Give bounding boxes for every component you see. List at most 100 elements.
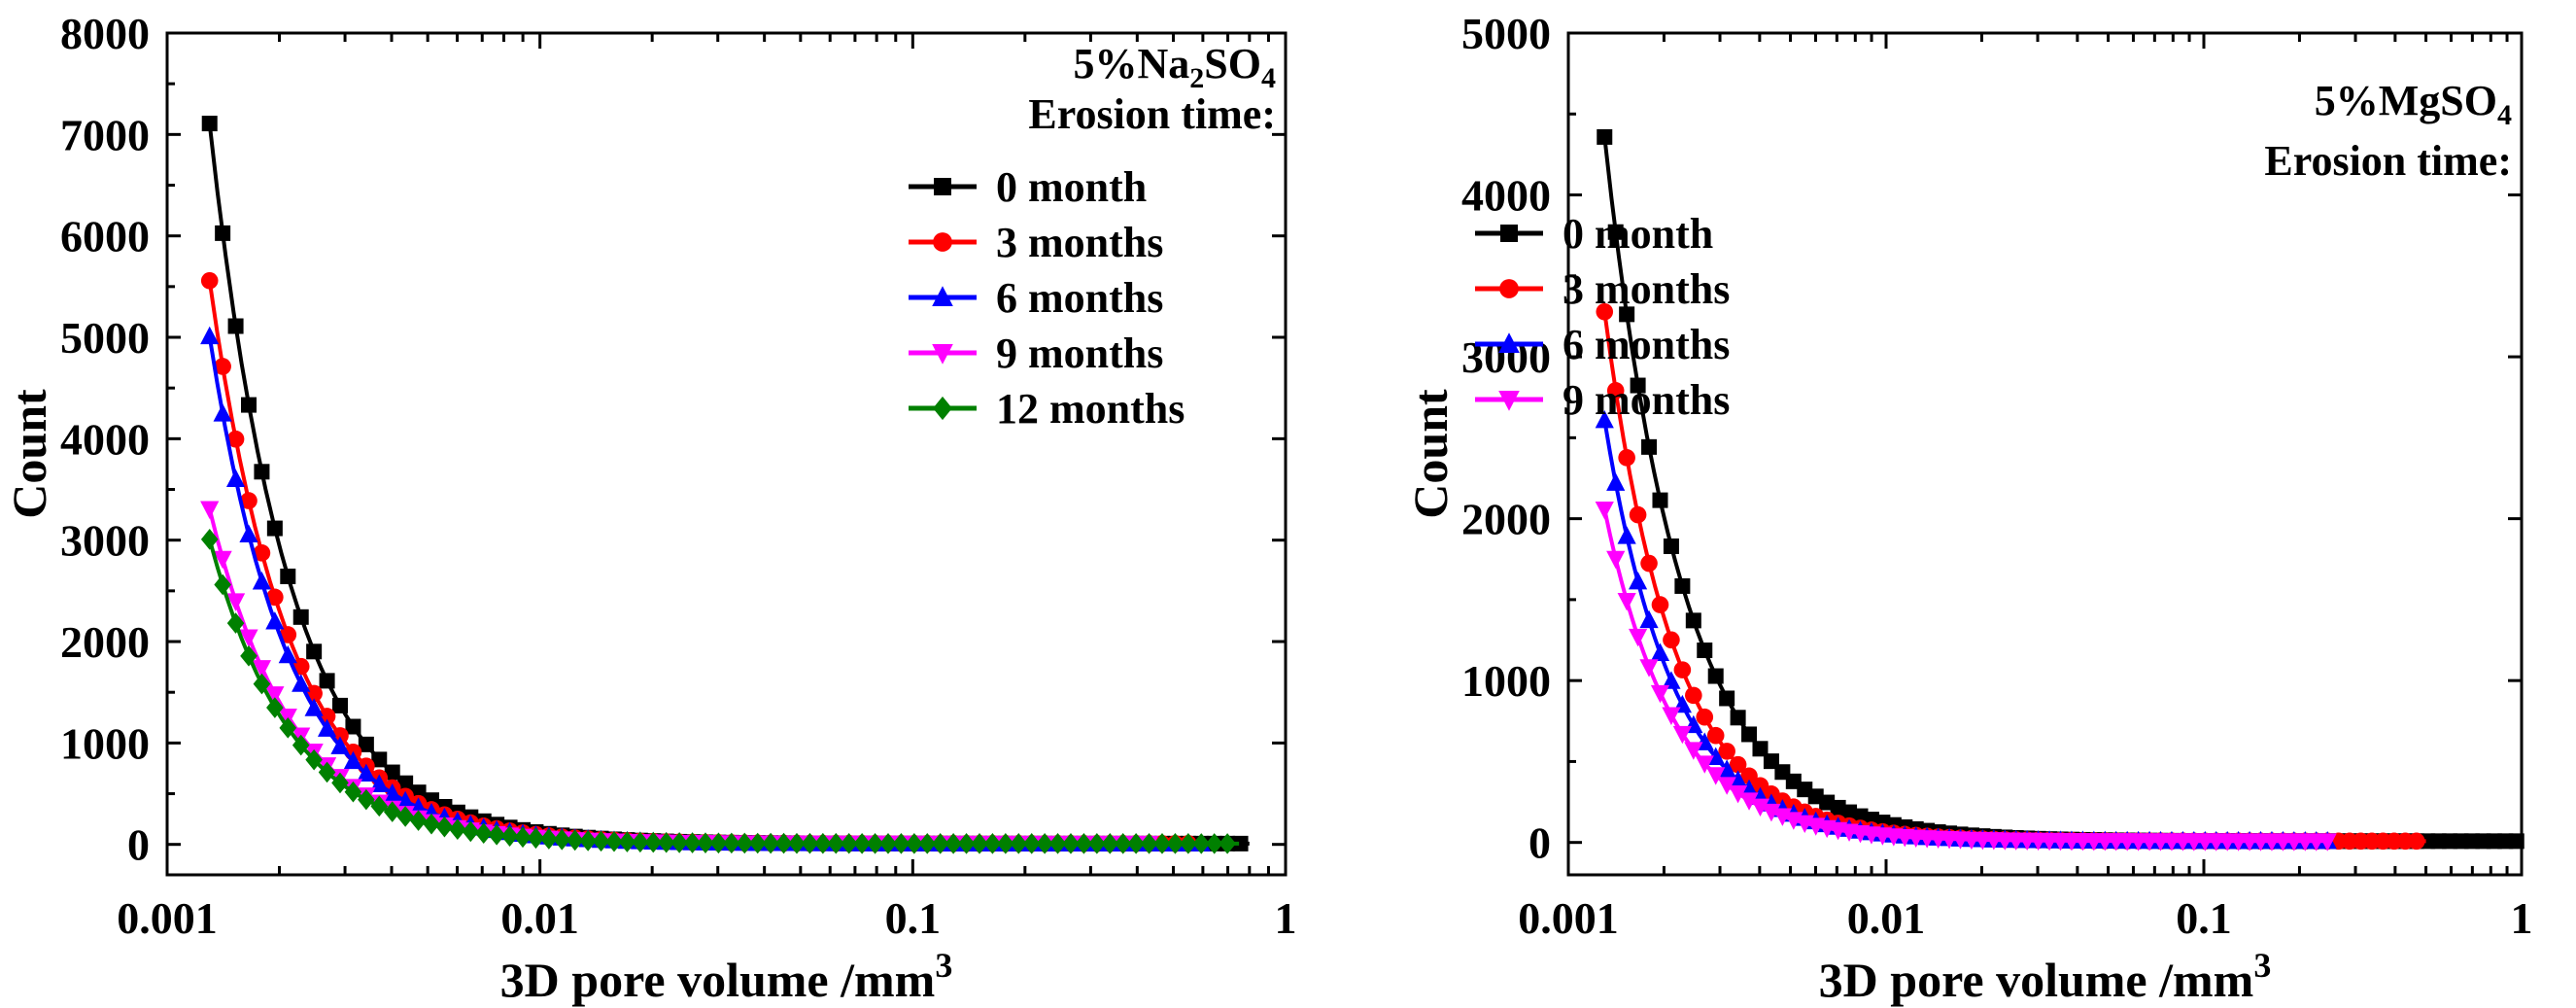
data-point	[2508, 833, 2524, 850]
data-point	[1750, 798, 1770, 817]
data-point	[931, 833, 949, 854]
legend-marker	[1498, 332, 1520, 353]
legend-entry: 3 months	[1475, 265, 1730, 313]
data-point	[1641, 438, 1658, 455]
x-tick-label: 0.1	[885, 893, 942, 943]
data-point	[1685, 686, 1702, 705]
data-point	[1663, 631, 1680, 649]
data-point	[278, 644, 297, 664]
data-point	[1618, 449, 1635, 467]
data-point	[632, 831, 649, 853]
data-point	[200, 529, 219, 550]
data-point	[253, 544, 271, 562]
data-point	[1662, 671, 1681, 689]
data-point	[265, 611, 285, 630]
data-point	[1232, 835, 1249, 852]
data-point	[814, 832, 832, 854]
data-point	[1166, 833, 1185, 854]
legend-title: 5%MgSO4	[2315, 77, 2512, 131]
data-point	[1697, 643, 1713, 659]
legend-label: 3 months	[1563, 265, 1730, 313]
x-axis-label: 3D pore volume /mm3	[500, 946, 953, 1007]
data-point	[1628, 628, 1648, 647]
data-point	[1617, 593, 1636, 611]
legend-label: 6 months	[996, 274, 1163, 322]
data-point	[906, 833, 923, 854]
data-point	[371, 751, 388, 768]
data-point	[240, 492, 258, 509]
y-tick-label: 3000	[60, 516, 150, 566]
data-point	[1640, 554, 1658, 573]
data-point	[331, 772, 349, 794]
data-point	[226, 612, 245, 634]
series-6-months	[1595, 409, 2337, 850]
data-point	[1639, 609, 1659, 629]
legend-subtitle: Erosion time:	[2264, 137, 2512, 185]
y-tick-label: 8000	[60, 9, 150, 58]
data-point	[200, 501, 220, 519]
data-point	[866, 832, 884, 854]
y-tick-label: 4000	[1461, 171, 1551, 221]
data-point	[723, 832, 740, 854]
data-point	[1650, 643, 1670, 661]
data-point	[1639, 659, 1659, 678]
data-point	[774, 832, 793, 854]
data-point	[396, 806, 414, 827]
data-point	[957, 833, 976, 854]
series-9-months	[200, 501, 1159, 854]
y-tick-label: 7000	[60, 110, 150, 159]
data-point	[1606, 472, 1626, 491]
data-point	[292, 608, 309, 625]
data-point	[252, 572, 272, 590]
data-point	[1728, 785, 1748, 804]
data-point	[1153, 833, 1171, 854]
legend-entry: 9 months	[909, 330, 1163, 377]
data-point	[358, 736, 374, 752]
data-point	[1662, 707, 1681, 725]
data-point	[1595, 501, 1614, 520]
legend-marker	[932, 344, 953, 365]
data-point	[1674, 577, 1691, 594]
legend-entry: 3 months	[909, 219, 1163, 266]
data-point	[540, 828, 558, 850]
data-point	[592, 830, 610, 852]
data-point	[1740, 767, 1758, 785]
legend-label: 9 months	[996, 330, 1163, 377]
data-point	[345, 718, 361, 735]
data-point	[200, 271, 219, 290]
legend-marker	[1498, 391, 1520, 411]
data-point	[514, 826, 532, 849]
y-tick-label: 5000	[60, 313, 150, 363]
data-point	[474, 822, 493, 845]
data-point	[370, 795, 389, 817]
series-0-month	[1597, 128, 2524, 850]
data-point	[527, 827, 545, 850]
data-point	[214, 358, 231, 375]
y-tick-label: 1000	[60, 718, 150, 768]
data-point	[279, 626, 297, 643]
data-point	[280, 568, 296, 584]
data-point	[748, 832, 767, 854]
data-point	[918, 833, 937, 854]
data-point	[1114, 833, 1132, 854]
data-point	[1672, 725, 1692, 745]
y-tick-label: 2000	[60, 617, 150, 667]
data-point	[1730, 710, 1746, 726]
data-point	[239, 524, 258, 543]
legend-entry: 6 months	[909, 274, 1163, 322]
data-point	[292, 674, 311, 692]
data-point	[1741, 726, 1758, 743]
data-point	[252, 660, 272, 678]
data-point	[423, 813, 440, 835]
data-point	[384, 764, 400, 781]
data-point	[214, 574, 231, 596]
data-point	[397, 775, 414, 791]
y-tick-label: 5000	[1461, 9, 1551, 58]
legend-marker	[933, 232, 952, 252]
legend-label: 3 months	[996, 219, 1163, 266]
legend-entry: 9 months	[1475, 376, 1730, 424]
data-point	[644, 831, 663, 853]
legend-subtitle: Erosion time:	[1028, 90, 1276, 138]
data-point	[500, 825, 519, 847]
plot-frame	[1566, 31, 2524, 877]
